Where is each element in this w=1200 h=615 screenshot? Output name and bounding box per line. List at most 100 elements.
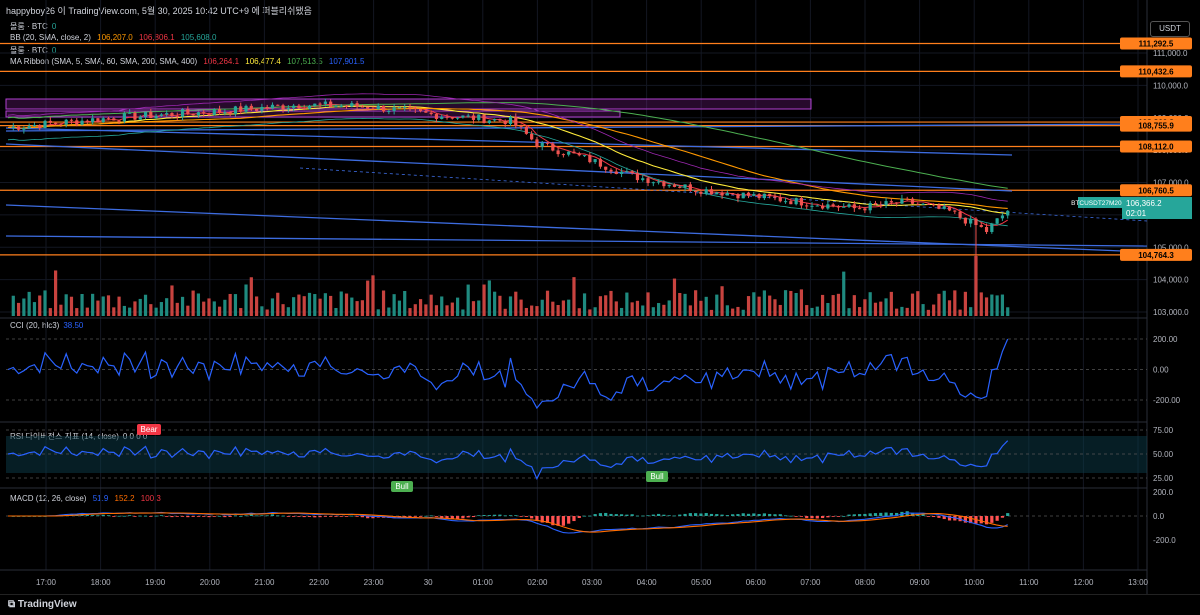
macd-histogram-bar xyxy=(683,513,687,516)
volume-bar xyxy=(990,294,994,316)
macd-histogram-bar xyxy=(530,516,534,519)
candle-body xyxy=(376,105,380,110)
macd-histogram-bar xyxy=(847,514,851,516)
volume-bar xyxy=(255,296,259,316)
macd-histogram-bar xyxy=(313,516,317,518)
macd-histogram-bar xyxy=(323,516,327,517)
time-tick-label: 09:00 xyxy=(910,578,931,587)
volume-bar xyxy=(815,306,819,316)
trend-line xyxy=(5,143,1013,192)
candle-body xyxy=(344,105,349,107)
price-tick-label: 110,000.0 xyxy=(1153,81,1189,90)
candle-body xyxy=(408,107,412,109)
legend-volume[interactable]: 몰룸 · BTC 0 xyxy=(10,21,60,32)
candle-body xyxy=(381,105,386,112)
rsi-pane: 75.00 50.00 25.00 xyxy=(6,426,1174,483)
legend-volume-2[interactable]: 몰룸 · BTC 0 xyxy=(10,45,60,56)
candle-body xyxy=(926,203,930,205)
macd-histogram-bar xyxy=(461,516,465,519)
volume-bar xyxy=(138,298,142,316)
currency-unit[interactable]: USDT xyxy=(1150,21,1190,37)
candle-body xyxy=(614,171,618,174)
price-overlays xyxy=(0,42,1148,256)
candle-body xyxy=(963,217,967,224)
candle-body xyxy=(588,155,592,163)
candle-body xyxy=(842,206,846,208)
candle-body xyxy=(768,193,772,197)
candle-body xyxy=(910,198,915,204)
macd-histogram-bar xyxy=(709,513,714,516)
volume-bar xyxy=(477,300,481,316)
volume-bar xyxy=(953,290,957,316)
candle-body xyxy=(947,206,952,211)
candle-body xyxy=(783,201,788,203)
bull-signal-1-label: Bull xyxy=(395,482,409,491)
price-level-badge xyxy=(1120,119,1192,132)
macd-histogram-bar xyxy=(413,516,417,517)
candle-body xyxy=(889,201,893,203)
candle-body xyxy=(32,124,37,126)
volume-bar xyxy=(445,305,449,316)
volume-bar xyxy=(979,292,983,316)
macd-histogram-bar xyxy=(810,516,814,519)
volume-bar xyxy=(768,295,772,316)
volume-bar xyxy=(366,280,370,316)
legend-ma-1: 106,264.1 xyxy=(203,57,240,66)
volume-bar xyxy=(910,293,915,316)
candle-body xyxy=(672,184,677,187)
macd-histogram-bar xyxy=(493,514,497,516)
candle-body xyxy=(694,190,698,192)
macd-histogram-bar xyxy=(514,515,518,516)
volume-bar xyxy=(540,299,544,316)
cci-pane: 200.00 0.00 -200.00 xyxy=(6,335,1181,410)
candle-body xyxy=(805,205,809,207)
volume-bar xyxy=(48,308,52,316)
macd-histogram-bar xyxy=(360,516,364,518)
candle-body xyxy=(619,171,624,174)
time-tick-label: 07:00 xyxy=(800,578,821,587)
candle-body xyxy=(186,109,190,114)
trend-line xyxy=(5,127,1013,156)
volume-bar xyxy=(339,291,343,316)
volume-bar xyxy=(329,295,333,316)
macd-histogram-bar xyxy=(858,514,862,516)
volume-bar xyxy=(223,299,227,316)
candle-body xyxy=(847,204,851,207)
macd-histogram-bar xyxy=(297,516,301,517)
purple-zone-box-2[interactable] xyxy=(5,110,621,118)
price-tick-label: 105,000.0 xyxy=(1153,243,1189,252)
candle-body xyxy=(413,108,417,110)
price-level-badge-label: 108,755.9 xyxy=(1138,122,1174,131)
oscillator-tick-label: 75.00 xyxy=(1153,426,1174,435)
macd-histogram-bar xyxy=(995,516,999,521)
macd-histogram-bar xyxy=(926,516,930,517)
candle-body xyxy=(307,105,312,109)
candle-body xyxy=(138,116,142,120)
legend-ma-ribbon[interactable]: MA Ribbon (SMA, 5, SMA, 60, SMA, 200, SM… xyxy=(10,57,369,66)
candle-body xyxy=(217,109,222,113)
volume-bar xyxy=(381,290,386,316)
trend-line xyxy=(5,123,1148,132)
trend-line xyxy=(5,235,1148,247)
volume-bar xyxy=(418,299,423,316)
macd-histogram-bar xyxy=(704,513,708,516)
candle-body xyxy=(133,112,137,120)
volume-bar xyxy=(392,294,396,316)
volume-bar xyxy=(736,306,740,316)
time-tick-label: 03:00 xyxy=(582,578,603,587)
candle-body xyxy=(657,181,661,183)
volume-bar xyxy=(450,302,454,316)
candle-body xyxy=(387,111,391,113)
volume-bar xyxy=(59,304,63,316)
candle-body xyxy=(281,105,285,110)
volume-bar xyxy=(895,308,899,316)
macd-histogram-bar xyxy=(471,516,476,518)
legend-cci[interactable]: CCI (20, hlc3) 38.50 xyxy=(10,321,87,330)
time-tick-label: 21:00 xyxy=(254,578,275,587)
macd-histogram-bar xyxy=(307,516,312,517)
legend-bb[interactable]: BB (20, SMA, close, 2) 106,207.0 106,806… xyxy=(10,33,220,42)
volume-bar xyxy=(900,306,904,316)
oscillator-tick-label: 25.00 xyxy=(1153,474,1174,483)
candle-body xyxy=(11,126,15,128)
